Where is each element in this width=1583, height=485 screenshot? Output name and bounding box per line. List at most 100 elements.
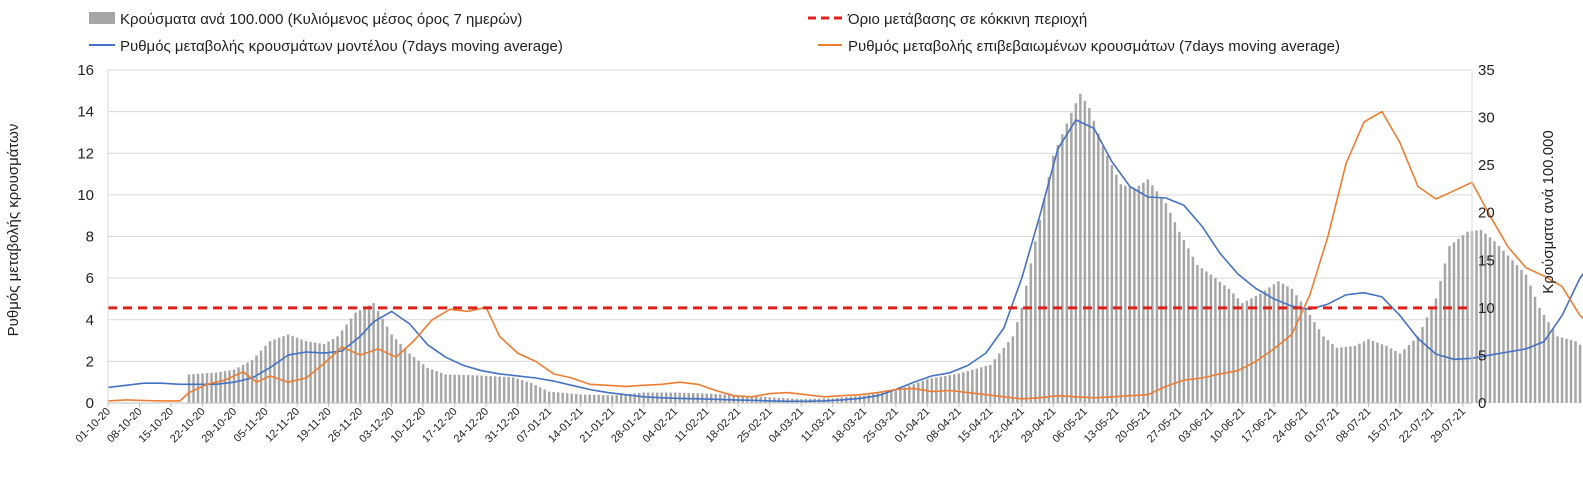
bar [1047,177,1051,403]
bar [385,326,389,403]
bar [1236,298,1240,403]
bar [1353,345,1357,403]
y-left-tick-label: 16 [77,62,94,79]
bar [372,303,375,403]
bar [1538,307,1541,403]
legend: Κρούσματα ανά 100.000 (Κυλιόμενος μέσος … [89,11,1340,55]
bar [601,395,605,403]
bar [1529,285,1532,403]
bar [466,375,470,403]
bar [349,318,353,403]
bar [408,353,411,403]
bar [277,337,281,403]
bar [471,375,474,403]
bar [998,353,1001,403]
model-rate-line [107,119,1583,403]
bar [619,394,623,403]
bar [1547,322,1550,403]
bar [1542,314,1546,403]
bar [1385,345,1388,403]
bar [1133,188,1136,403]
bar [1272,284,1276,403]
bar [1097,133,1100,403]
bar [511,377,515,403]
bar [394,339,398,403]
bar [489,376,492,403]
bar [376,310,380,403]
bar [948,375,952,403]
bar [403,348,407,403]
bar [1394,350,1397,403]
bar [1475,230,1478,403]
bar [475,375,479,403]
bar [1484,233,1487,403]
bar [732,395,735,403]
bar [1376,342,1379,403]
bar [1403,349,1406,403]
bar [264,345,267,403]
bar [462,375,465,403]
bar [1367,339,1370,403]
bars-series [187,93,1582,404]
bar [520,380,524,403]
bar [1173,222,1177,403]
bar [435,371,438,403]
bar [935,377,938,403]
bar [1308,314,1312,403]
bar [912,384,916,403]
bar [327,341,330,403]
bar [232,369,236,403]
bar [345,324,348,403]
bar [543,389,546,403]
bar [1029,263,1033,403]
bar [273,339,276,403]
bar [241,364,245,403]
bar [863,395,866,403]
bar [615,394,618,403]
bar [484,375,488,403]
bar [921,380,925,403]
bar [1268,287,1271,403]
bar [962,372,965,403]
bar [304,341,308,403]
bar [899,389,902,403]
bar [1286,286,1289,403]
bar [210,372,213,403]
bar [1182,240,1186,403]
bar [1254,295,1258,403]
bar [1151,185,1154,403]
bar [980,367,983,403]
bar [1416,336,1420,403]
bar [322,344,326,403]
bar [1304,307,1307,403]
y-right-tick-label: 30 [1478,110,1495,127]
bar [966,371,970,403]
bar [1430,307,1433,403]
bar [1295,295,1298,403]
bar [1515,265,1519,403]
y-left-tick-label: 0 [86,395,94,412]
bar [1043,198,1046,403]
bar [1164,203,1168,403]
bar [313,342,317,403]
bar [390,334,393,403]
bar [502,376,506,403]
bar [1461,235,1465,403]
bar [1079,93,1082,404]
bar [561,392,564,403]
x-tick-label: 04-03-21 [767,406,807,446]
bar [507,377,510,403]
bar [421,364,425,403]
bar [448,374,452,403]
bar [872,394,875,403]
bar [1457,238,1460,403]
bar [881,392,884,403]
bar [1574,341,1577,403]
bar [538,387,542,403]
legend-bars-label: Κρούσματα ανά 100.000 (Κυλιόμενος μέσος … [120,11,522,28]
bar [1317,329,1321,403]
bar [367,305,371,403]
bar [1205,271,1208,403]
bar [579,394,582,403]
y-right-tick-label: 10 [1478,300,1495,317]
